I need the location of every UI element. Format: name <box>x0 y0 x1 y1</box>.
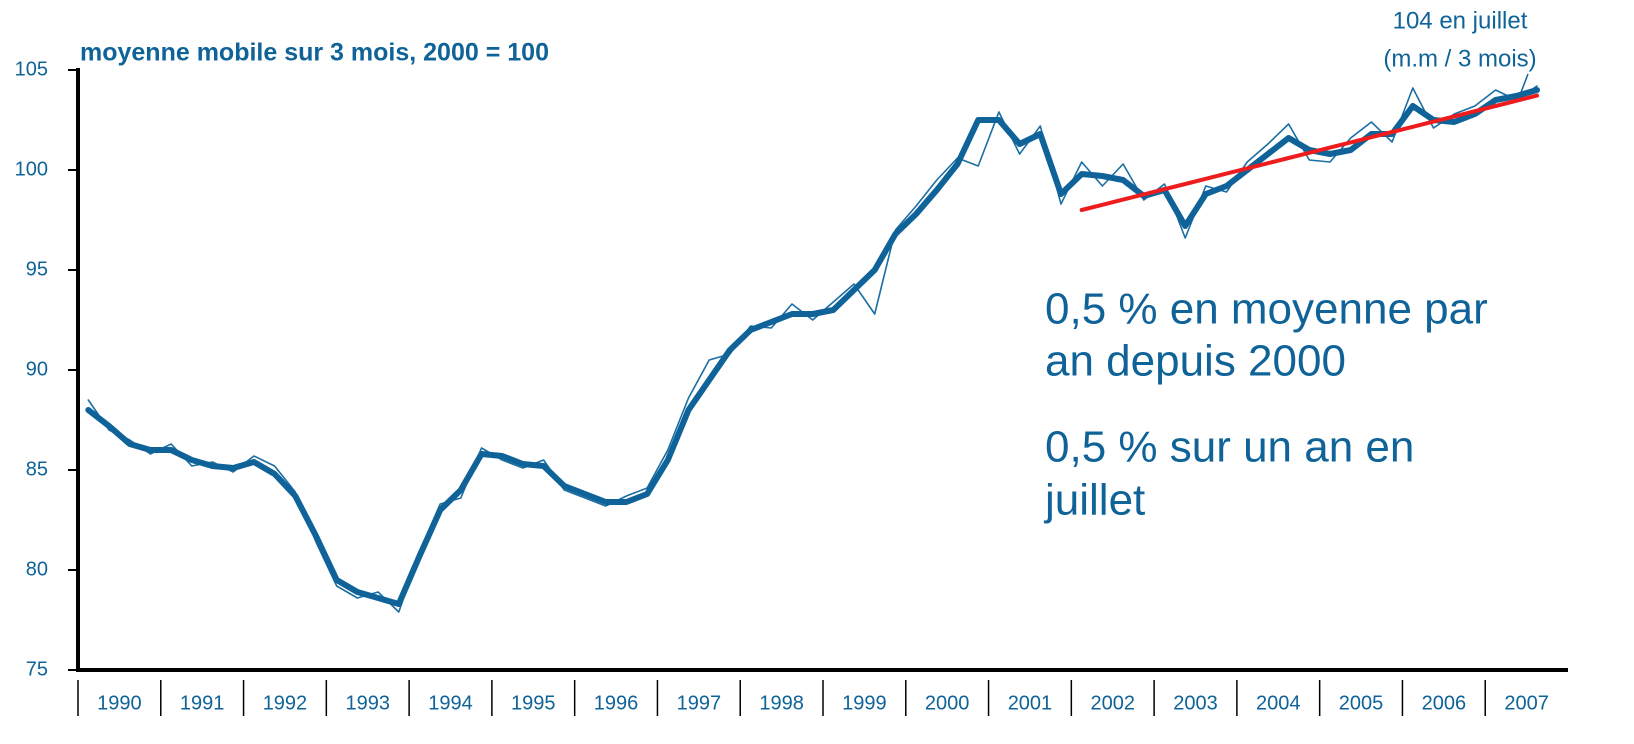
annotation: 0,5 % sur un an en <box>1045 423 1414 472</box>
x-tick-label: 1990 <box>97 692 142 714</box>
y-tick-label: 90 <box>26 358 48 380</box>
x-tick-label: 2007 <box>1504 692 1549 714</box>
x-tick-label: 2005 <box>1339 692 1384 714</box>
y-tick-label: 95 <box>26 258 48 280</box>
x-tick-label: 2004 <box>1256 692 1301 714</box>
y-tick-label: 100 <box>15 158 48 180</box>
x-tick-label: 1996 <box>594 692 639 714</box>
y-tick-label: 75 <box>26 658 48 680</box>
x-tick-label: 1995 <box>511 692 556 714</box>
annotation: juillet <box>1043 476 1145 525</box>
y-tick-label: 105 <box>15 58 48 80</box>
x-tick-label: 1993 <box>345 692 390 714</box>
x-tick-label: 1991 <box>180 692 225 714</box>
x-tick-label: 1997 <box>677 692 722 714</box>
x-tick-label: 1998 <box>759 692 804 714</box>
x-tick-label: 2000 <box>925 692 970 714</box>
annotation: (m.m / 3 mois) <box>1383 45 1536 72</box>
x-tick-label: 1992 <box>263 692 308 714</box>
series-line <box>85 87 1540 607</box>
x-tick-label: 2003 <box>1173 692 1218 714</box>
y-tick-label: 85 <box>26 458 48 480</box>
series-line <box>1079 93 1539 212</box>
annotation: an depuis 2000 <box>1045 337 1346 386</box>
chart-title: moyenne mobile sur 3 mois, 2000 = 100 <box>80 39 549 67</box>
x-tick-label: 2006 <box>1422 692 1467 714</box>
x-tick-label: 1994 <box>428 692 473 714</box>
x-tick-label: 2001 <box>1008 692 1053 714</box>
annotation: 0,5 % en moyenne par <box>1045 285 1488 334</box>
annotation: 104 en juillet <box>1393 7 1528 34</box>
x-tick-label: 1999 <box>842 692 887 714</box>
x-tick-label: 2002 <box>1090 692 1135 714</box>
y-tick-label: 80 <box>26 558 48 580</box>
